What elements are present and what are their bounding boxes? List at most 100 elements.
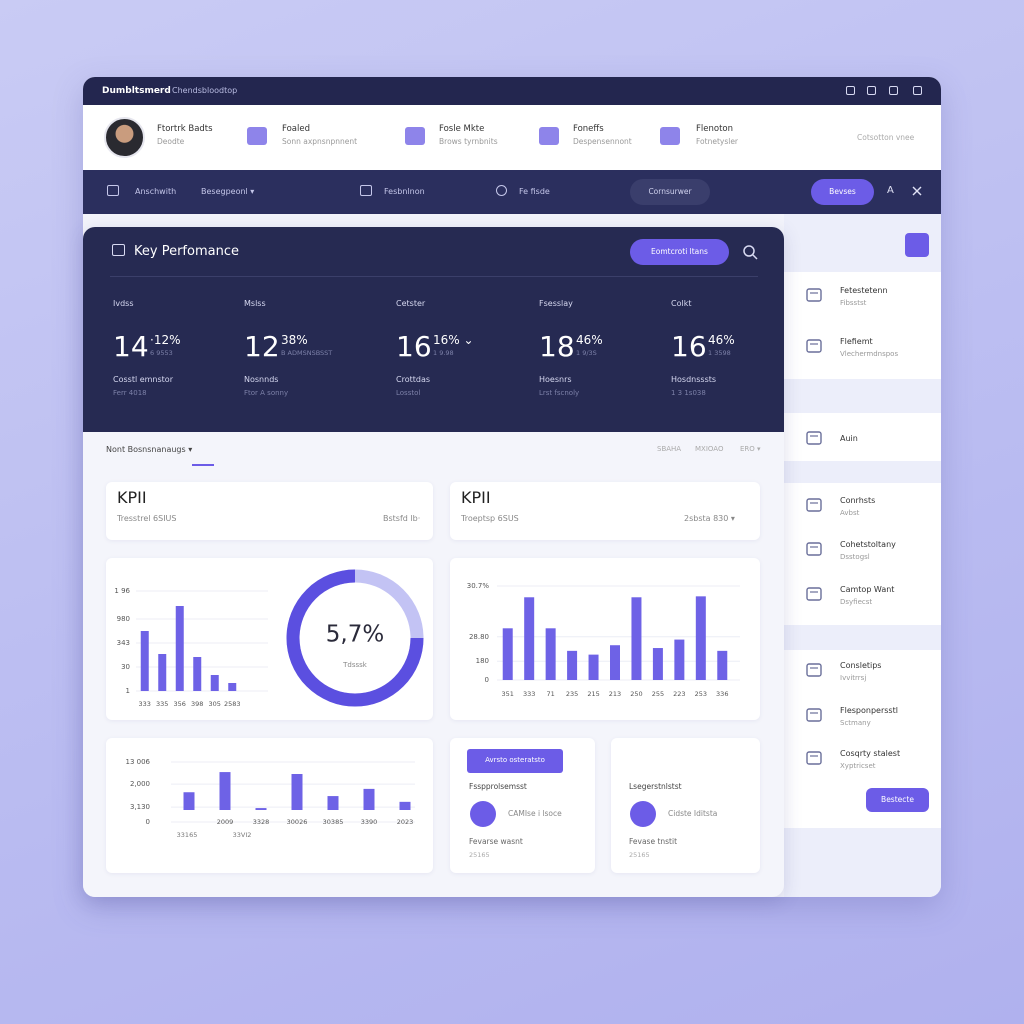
kpi-value: 16 [671,330,707,363]
kpi-sub: 1 9.98 [433,349,454,357]
item-title: Ftortrk Badts [157,124,213,134]
nav-icon [496,185,507,196]
chart-card [106,738,433,873]
kpi-footer: Hosdnsssts [671,375,717,384]
kpi-card-subtitle: Troeptsp 6SUS [461,514,519,523]
kpi-value: 12 [244,330,280,363]
chart-card [106,558,433,720]
nav-bar [83,170,941,214]
sidebar-subtitle: Avbst [840,509,860,517]
profile-row [83,105,941,170]
kpi-footer-sub: Ftor A sonny [244,389,289,397]
kpi-card-right: Bstsfd lb· [383,514,421,523]
kpi-footer: Nosnnds [244,375,279,384]
kpi-change: ·12% [150,333,181,347]
kpi-label: Ivdss [113,299,134,308]
avatar [104,117,145,158]
sidebar-subtitle: Fibsstst [840,299,867,307]
tab-right: ERO ▾ [740,445,761,453]
item-title: Foneffs [573,124,604,134]
nav-item: Anschwith [135,187,177,196]
sidebar-title: Cohetstoltany [840,540,896,549]
tab-right: SBAHA [657,445,682,453]
kpi-value: 16 [396,330,432,363]
nav-item: Besegpeonl ▾ [201,187,255,196]
item-icon [539,127,559,145]
card-icon [630,801,656,827]
nav-item: Fe fisde [519,187,550,196]
kpi-footer-sub: Ferr 4018 [113,389,147,397]
kpi-change: 46% [708,333,735,347]
card-footer: Fevase tnstit [629,837,678,846]
kpi-change: 16% ⌄ [433,333,474,347]
window-subtitle: Chendsbloodtop [172,86,238,95]
sidebar-title: Fetestetenn [840,286,888,295]
kpi-footer: Cosstl emnstor [113,375,173,384]
card-item: Cidste Iditsta [668,809,718,818]
sidebar-group [784,413,941,461]
sidebar-top-button[interactable] [905,233,929,257]
sidebar-button[interactable]: Bestecte [866,788,929,812]
card-footer: Fevarse wasnt [469,837,523,846]
nav-button-text: Bevses [829,187,856,196]
kpi-card [106,482,433,540]
kpi-value: 14 [113,330,149,363]
sidebar-title: Camtop Want [840,585,895,594]
kpi-label: Mslss [244,299,266,308]
card-title: Fsspprolsemsst [469,782,527,791]
item-title: Foaled [282,124,310,134]
kpi-footer-sub: Lrst fscnoly [539,389,580,397]
tab-right: MXIOAO [695,445,724,453]
sidebar-subtitle: Sctmany [840,719,871,727]
home-icon [107,185,119,196]
card-icon [470,801,496,827]
kpi-sub: 1 9/3S [576,349,597,357]
nav-item: Fesbnlnon [384,187,425,196]
item-subtitle: Deodte [157,137,185,146]
card-footer-sub: 25165 [469,851,490,859]
search-pill[interactable]: Cornsurwer [630,179,710,205]
sidebar-subtitle: Vlechermdnspos [840,350,899,358]
item-subtitle: Brows tyrnbnits [439,137,498,146]
item-subtitle: Fotnetysler [696,137,739,146]
kpi-change: 46% [576,333,603,347]
card-title: Lsegerstnlstst [629,782,682,791]
sidebar-title: Auin [840,434,858,443]
nav-button[interactable]: Bevses [811,179,874,205]
kpi-footer-sub: Losstol [396,389,421,397]
brand: Dumbltsmerd [102,86,171,96]
home-icon [112,244,125,256]
kpi-card-title: KPII [461,488,491,507]
item-icon [247,127,267,145]
kpi-footer: Crottdas [396,375,431,384]
sidebar-subtitle: Ivvitrrsj [840,674,867,682]
window-icon[interactable] [889,86,898,95]
kpi-card-title: KPII [117,488,147,507]
kpi-value: 18 [539,330,575,363]
sidebar-subtitle: Xyptricset [840,762,876,770]
item-icon [405,127,425,145]
window-icon[interactable] [867,86,876,95]
kpi-card-subtitle: Tresstrel 6SIUS [117,514,177,523]
title-bar [83,77,941,105]
sidebar-subtitle: Dsstogsl [840,553,870,561]
window-icon[interactable] [913,86,922,95]
window-icon[interactable] [846,86,855,95]
search-text: Cornsurwer [648,187,692,196]
nav-icon [360,185,372,196]
sidebar-subtitle: Dsyfiecst [840,598,873,606]
profile-right: Cotsotton vnee [857,133,915,142]
item-subtitle: Despensennont [573,137,632,146]
kpi-card [450,482,760,540]
kpi-button-text: Eomtcroti ltans [651,247,708,256]
kpi-button[interactable]: Eomtcroti ltans [630,239,729,265]
card-button[interactable]: Avrsto osteratsto [467,749,563,773]
kpi-sub: 6 9553 [150,349,173,357]
sidebar-button-text: Bestecte [881,795,914,804]
item-title: Fosle Mkte [439,124,485,134]
item-icon [660,127,680,145]
kpi-label: Fsesslay [539,299,573,308]
tab-underline [192,464,214,466]
tab-left: Nont Bosnsnanaugs ▾ [106,445,193,454]
